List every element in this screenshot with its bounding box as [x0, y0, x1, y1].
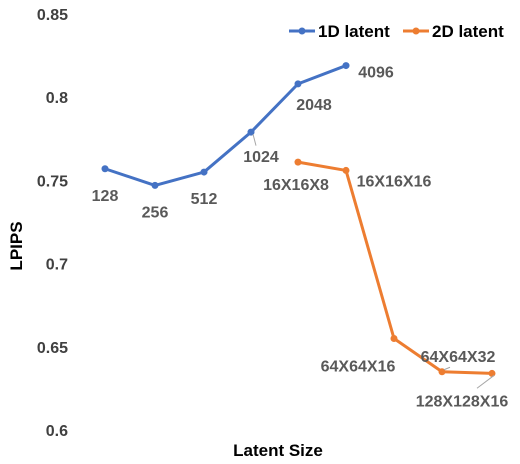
data-point — [101, 165, 109, 173]
y-tick-label: 0.8 — [46, 90, 68, 107]
data-label: 16X16X8 — [263, 177, 329, 194]
legend-item-2d: 2D latent — [403, 22, 504, 41]
data-label: 64X64X16 — [321, 358, 396, 375]
label-leader-line — [476, 375, 495, 389]
data-label: 2048 — [296, 97, 332, 114]
y-tick-label: 0.65 — [37, 340, 68, 357]
data-label: 512 — [191, 191, 218, 208]
data-point — [294, 80, 302, 88]
label-leader-line — [443, 366, 451, 371]
y-tick-labels: 0.6 0.65 0.7 0.75 0.8 0.85 — [37, 7, 68, 440]
y-tick-label: 0.85 — [37, 7, 68, 24]
data-point — [247, 128, 255, 136]
y-tick-label: 0.6 — [46, 423, 68, 440]
series-2d-latent: 16X16X8 16X16X16 64X64X16 64X64X32 128X128X1… — [263, 158, 509, 410]
legend-marker-1d — [298, 27, 306, 35]
data-label: 128 — [92, 188, 119, 205]
legend-label-2d: 2D latent — [432, 22, 504, 41]
series-1d-latent: 128 256 512 1024 2048 4096 — [92, 62, 394, 221]
data-point — [342, 62, 350, 70]
y-axis-title: LPIPS — [7, 221, 26, 270]
data-point — [200, 168, 208, 176]
legend-item-1d: 1D latent — [289, 22, 390, 41]
data-label: 64X64X32 — [421, 349, 496, 366]
series-line — [104, 64, 347, 187]
data-point — [294, 158, 302, 166]
legend-label-1d: 1D latent — [318, 22, 390, 41]
data-label: 1024 — [243, 149, 279, 166]
data-point — [438, 368, 446, 376]
data-label: 4096 — [358, 65, 394, 82]
data-label: 128X128X16 — [416, 393, 509, 410]
legend: 1D latent 2D latent — [289, 22, 504, 41]
x-axis-title: Latent Size — [233, 441, 323, 460]
legend-marker-2d — [412, 27, 420, 35]
data-label: 256 — [142, 204, 169, 221]
data-point — [390, 334, 398, 342]
data-point — [342, 166, 350, 174]
label-leader-line — [252, 134, 257, 146]
data-point — [151, 181, 159, 189]
y-tick-label: 0.7 — [46, 257, 68, 274]
data-label: 16X16X16 — [357, 173, 432, 190]
data-point — [488, 369, 496, 377]
y-tick-label: 0.75 — [37, 173, 68, 190]
